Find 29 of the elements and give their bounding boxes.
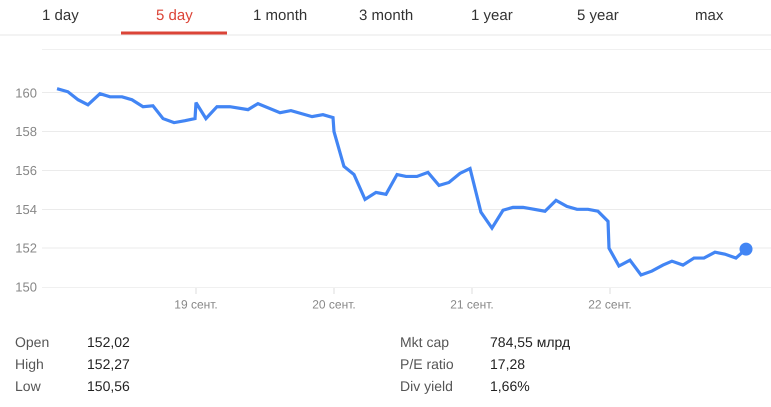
text: 17,28 [490, 356, 526, 372]
x-tick-label: 19 сент. [174, 297, 218, 312]
text: High [15, 356, 44, 372]
y-tick-label: 152 [15, 240, 37, 256]
text: Low [15, 378, 42, 394]
text: 150,56 [87, 378, 130, 394]
y-tick-label: 160 [15, 85, 37, 100]
text: 152,27 [87, 356, 130, 372]
text: 1 day [42, 7, 80, 24]
text: 5 day [156, 7, 194, 24]
text: 3 month [359, 7, 414, 24]
y-tick-label: 150 [15, 280, 37, 295]
text: 1,66% [490, 378, 530, 394]
y-tick-label: 154 [15, 202, 37, 217]
y-tick-label: 156 [15, 162, 37, 178]
y-tick-label: 158 [15, 124, 37, 140]
text: Mkt cap [400, 334, 450, 350]
text: 784,55 млрд [490, 334, 570, 350]
text: max [695, 7, 724, 24]
text: Div yield [400, 378, 453, 394]
text: Open [15, 334, 50, 350]
text: 5 year [577, 7, 619, 24]
text: 1 month [253, 7, 308, 24]
x-tick-label: 21 сент. [450, 297, 494, 312]
text: P/E ratio [400, 356, 454, 372]
x-tick-label: 22 сент. [588, 297, 632, 312]
text: 1 year [471, 7, 513, 24]
text: 152,02 [87, 334, 130, 350]
x-tick-label: 20 сент. [312, 297, 356, 312]
